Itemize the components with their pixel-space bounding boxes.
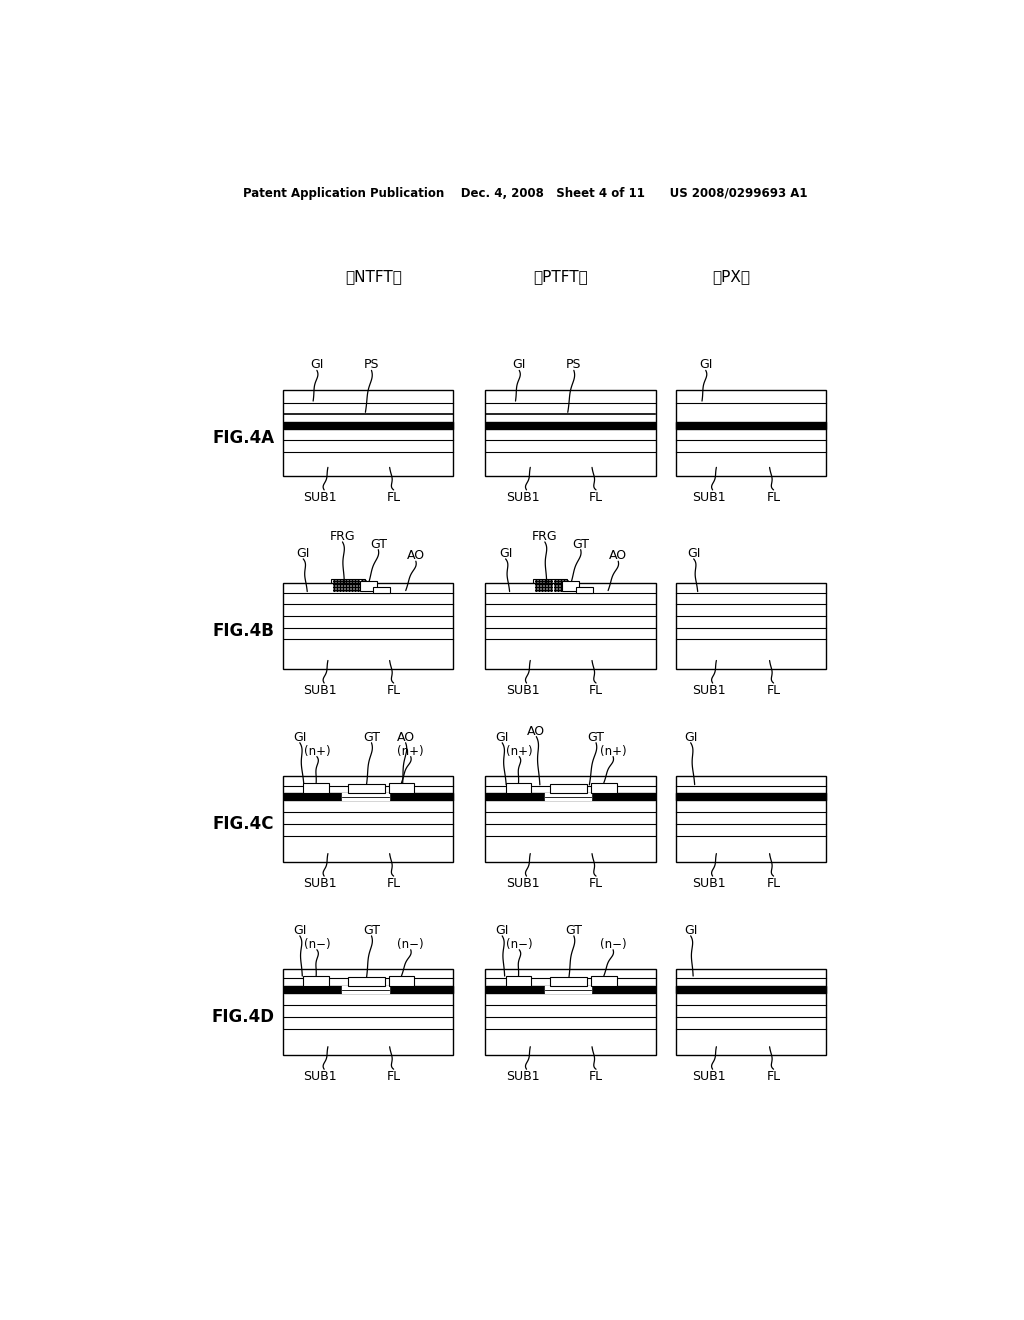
Text: 〈PX〉: 〈PX〉	[712, 269, 751, 284]
Bar	[303, 783, 329, 793]
Text: 〈NTFT〉: 〈NTFT〉	[345, 269, 402, 284]
Bar	[485, 389, 655, 477]
Text: GT: GT	[362, 731, 380, 744]
Text: FL: FL	[387, 684, 400, 697]
Text: SUB1: SUB1	[506, 491, 540, 504]
Bar	[347, 977, 385, 986]
Bar	[485, 776, 655, 862]
Text: (n+): (n+)	[506, 744, 532, 758]
Bar	[532, 579, 567, 593]
Text: (n−): (n−)	[397, 937, 424, 950]
Bar	[347, 784, 385, 793]
Text: FIG.4D: FIG.4D	[212, 1008, 274, 1026]
Text: FL: FL	[387, 878, 400, 890]
Text: SUB1: SUB1	[692, 684, 726, 697]
Bar	[283, 389, 454, 477]
Text: FIG.4B: FIG.4B	[212, 622, 274, 640]
Text: FL: FL	[767, 1071, 780, 1084]
Text: FRG: FRG	[532, 531, 558, 543]
Text: SUB1: SUB1	[506, 684, 540, 697]
Bar	[283, 969, 454, 1056]
Text: GI: GI	[293, 731, 306, 744]
Text: FL: FL	[767, 684, 780, 697]
Bar	[562, 581, 579, 591]
Text: FL: FL	[589, 878, 603, 890]
Bar	[373, 587, 390, 593]
Text: SUB1: SUB1	[506, 1071, 540, 1084]
Text: 〈PTFT〉: 〈PTFT〉	[534, 269, 588, 284]
Bar	[485, 582, 655, 669]
Text: AO: AO	[396, 731, 415, 744]
Text: GI: GI	[297, 546, 310, 560]
Text: SUB1: SUB1	[692, 491, 726, 504]
Text: FL: FL	[589, 1071, 603, 1084]
Text: (n−): (n−)	[600, 937, 627, 950]
Text: GT: GT	[362, 924, 380, 937]
Text: FRG: FRG	[330, 531, 355, 543]
Text: GI: GI	[699, 359, 713, 371]
Bar	[591, 783, 616, 793]
Text: SUB1: SUB1	[692, 1071, 726, 1084]
Text: AO: AO	[407, 549, 425, 562]
Text: GI: GI	[684, 731, 697, 744]
Text: GI: GI	[310, 359, 324, 371]
Text: GT: GT	[370, 537, 387, 550]
Text: SUB1: SUB1	[692, 878, 726, 890]
Bar	[388, 975, 414, 986]
Bar	[283, 582, 454, 669]
Bar	[485, 969, 655, 1056]
Text: GI: GI	[499, 546, 512, 560]
Bar	[506, 783, 531, 793]
Text: (n−): (n−)	[506, 937, 532, 950]
Text: PS: PS	[364, 359, 379, 371]
Text: FL: FL	[767, 491, 780, 504]
Text: GI: GI	[513, 359, 526, 371]
Text: FIG.4C: FIG.4C	[212, 816, 273, 833]
Text: GI: GI	[496, 924, 509, 937]
Text: FL: FL	[589, 684, 603, 697]
Text: GI: GI	[496, 731, 509, 744]
Bar	[676, 969, 826, 1056]
Text: SUB1: SUB1	[506, 878, 540, 890]
Bar	[331, 579, 365, 593]
Text: Patent Application Publication    Dec. 4, 2008   Sheet 4 of 11      US 2008/0299: Patent Application Publication Dec. 4, 2…	[243, 187, 807, 201]
Text: GI: GI	[687, 546, 700, 560]
Bar	[283, 776, 454, 862]
Text: SUB1: SUB1	[303, 1071, 337, 1084]
Bar	[676, 776, 826, 862]
Bar	[388, 783, 414, 793]
Text: FIG.4A: FIG.4A	[212, 429, 274, 447]
Text: FL: FL	[589, 491, 603, 504]
Text: GT: GT	[572, 537, 589, 550]
Text: (n−): (n−)	[303, 937, 330, 950]
Text: PS: PS	[566, 359, 582, 371]
Text: (n+): (n+)	[397, 744, 424, 758]
Text: AO: AO	[609, 549, 628, 562]
Bar	[506, 975, 531, 986]
Text: GT: GT	[565, 924, 583, 937]
Text: FL: FL	[387, 491, 400, 504]
Text: GT: GT	[588, 731, 604, 744]
Text: FL: FL	[767, 878, 780, 890]
Text: (n+): (n+)	[303, 744, 330, 758]
Bar	[359, 581, 377, 591]
Bar	[676, 582, 826, 669]
Text: GI: GI	[293, 924, 306, 937]
Bar	[550, 784, 588, 793]
Bar	[591, 975, 616, 986]
Bar	[303, 975, 329, 986]
Text: SUB1: SUB1	[303, 491, 337, 504]
Text: (n+): (n+)	[600, 744, 627, 758]
Bar	[676, 389, 826, 477]
Bar	[575, 587, 593, 593]
Bar	[550, 977, 588, 986]
Text: FL: FL	[387, 1071, 400, 1084]
Text: SUB1: SUB1	[303, 684, 337, 697]
Text: GI: GI	[684, 924, 697, 937]
Text: SUB1: SUB1	[303, 878, 337, 890]
Text: AO: AO	[527, 725, 546, 738]
